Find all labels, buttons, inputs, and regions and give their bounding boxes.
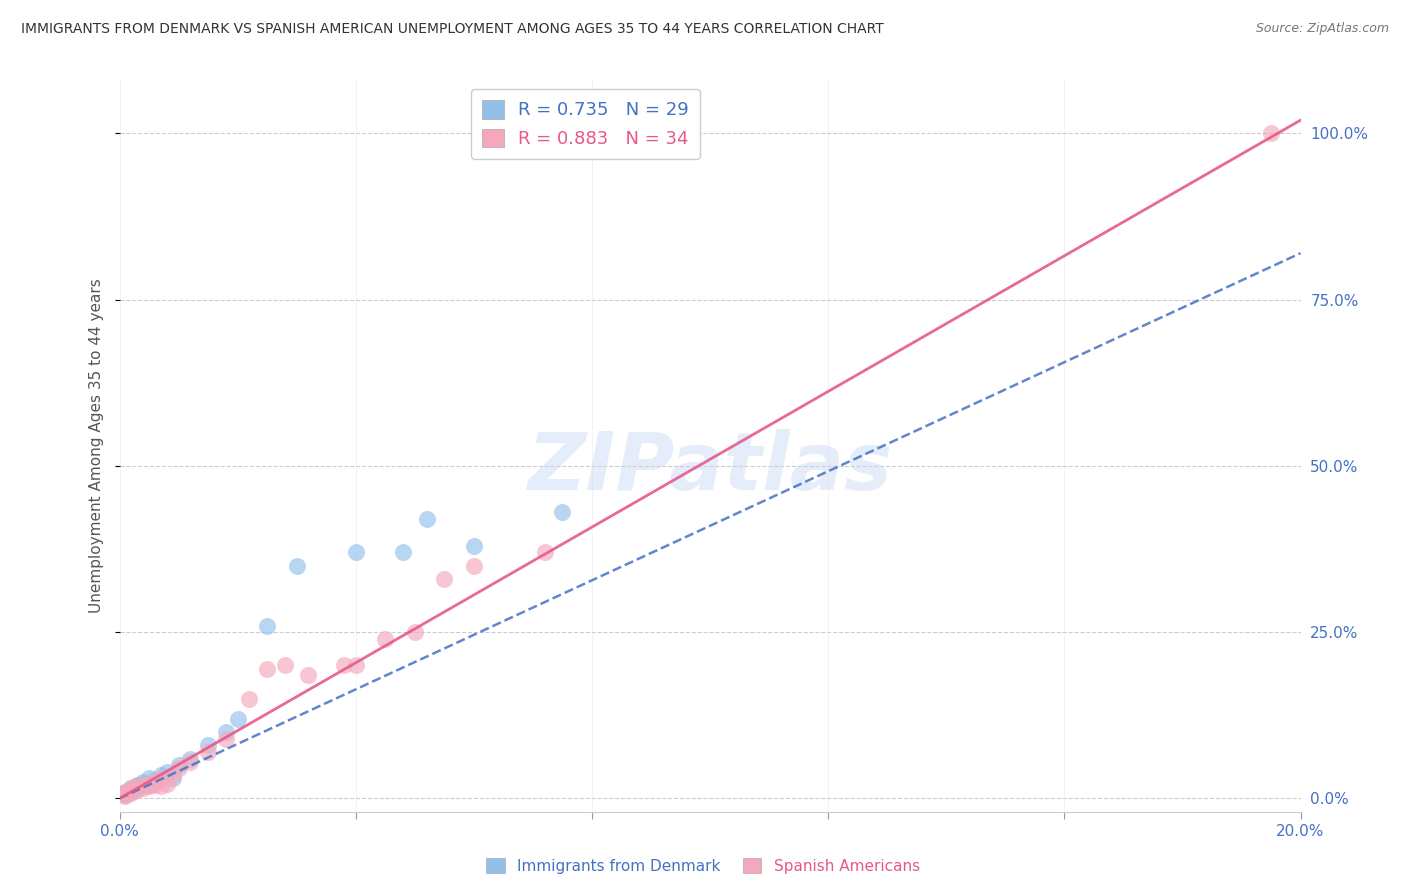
Point xyxy=(127,783,149,797)
Point xyxy=(143,772,166,787)
Point xyxy=(120,781,142,796)
Point xyxy=(533,545,555,559)
Point xyxy=(149,780,172,794)
Point xyxy=(156,777,179,791)
Point xyxy=(162,772,184,786)
Point xyxy=(162,768,184,782)
Point xyxy=(114,789,136,804)
Point xyxy=(143,774,166,789)
Point xyxy=(167,762,190,776)
Point xyxy=(274,658,297,673)
Point xyxy=(132,774,155,789)
Point xyxy=(463,539,485,553)
Point xyxy=(120,785,142,799)
Point xyxy=(215,731,238,746)
Point xyxy=(256,662,278,676)
Point xyxy=(114,788,136,802)
Point xyxy=(138,777,160,791)
Point xyxy=(156,764,179,779)
Point xyxy=(285,558,308,573)
Legend: R = 0.735   N = 29, R = 0.883   N = 34: R = 0.735 N = 29, R = 0.883 N = 34 xyxy=(471,89,700,159)
Point xyxy=(120,781,142,796)
Y-axis label: Unemployment Among Ages 35 to 44 years: Unemployment Among Ages 35 to 44 years xyxy=(89,278,104,614)
Point xyxy=(114,788,136,802)
Point xyxy=(226,712,249,726)
Point xyxy=(132,777,155,791)
Point xyxy=(238,691,260,706)
Point xyxy=(215,725,238,739)
Point xyxy=(120,783,142,797)
Point xyxy=(333,658,356,673)
Point xyxy=(127,778,149,792)
Point xyxy=(404,625,426,640)
Point xyxy=(344,545,367,559)
Point xyxy=(127,781,149,796)
Point xyxy=(392,545,415,559)
Point xyxy=(433,572,456,586)
Point xyxy=(1260,127,1282,141)
Point xyxy=(138,772,160,786)
Point xyxy=(179,755,201,769)
Point xyxy=(197,745,219,759)
Point xyxy=(344,658,367,673)
Point xyxy=(127,780,149,794)
Point xyxy=(149,768,172,782)
Point xyxy=(256,618,278,632)
Text: Source: ZipAtlas.com: Source: ZipAtlas.com xyxy=(1256,22,1389,36)
Legend: Immigrants from Denmark, Spanish Americans: Immigrants from Denmark, Spanish America… xyxy=(479,852,927,880)
Point xyxy=(551,506,574,520)
Point xyxy=(179,751,201,765)
Point xyxy=(374,632,396,646)
Point xyxy=(132,778,155,792)
Point xyxy=(114,785,136,799)
Point xyxy=(143,778,166,792)
Point xyxy=(138,778,160,792)
Text: ZIPatlas: ZIPatlas xyxy=(527,429,893,507)
Point xyxy=(120,786,142,800)
Point xyxy=(415,512,437,526)
Point xyxy=(149,772,172,786)
Point xyxy=(132,781,155,796)
Point xyxy=(167,758,190,772)
Point xyxy=(197,738,219,752)
Point xyxy=(138,780,160,794)
Point xyxy=(297,668,319,682)
Point xyxy=(120,783,142,797)
Point xyxy=(114,786,136,800)
Point xyxy=(114,785,136,799)
Point xyxy=(127,780,149,794)
Point xyxy=(463,558,485,573)
Text: IMMIGRANTS FROM DENMARK VS SPANISH AMERICAN UNEMPLOYMENT AMONG AGES 35 TO 44 YEA: IMMIGRANTS FROM DENMARK VS SPANISH AMERI… xyxy=(21,22,884,37)
